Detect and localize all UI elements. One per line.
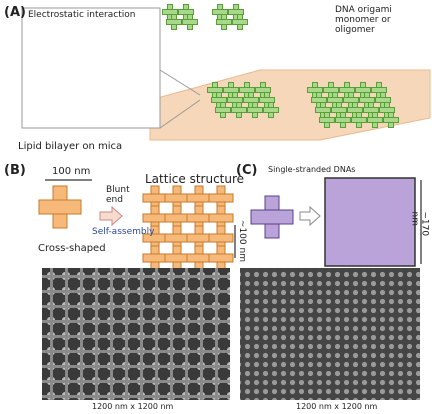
lattice-c [324, 177, 416, 267]
size-label: ~170 nm [409, 211, 430, 237]
lattice-label: Lattice structure [145, 172, 245, 186]
arm [355, 87, 371, 93]
arm [255, 87, 271, 93]
panel-label: (A) [4, 5, 26, 20]
arm [243, 97, 259, 103]
arm [343, 97, 359, 103]
arm [186, 193, 212, 203]
arm [367, 117, 383, 123]
afm-image [240, 268, 420, 400]
arm [207, 87, 223, 93]
panel-label: (B) [4, 163, 26, 178]
shape-label: Cross-shaped [38, 243, 106, 254]
panel-label: (C) [236, 163, 258, 178]
arm [182, 19, 198, 25]
inset [21, 7, 161, 129]
arm [383, 117, 399, 123]
arm [250, 209, 294, 225]
arm [351, 117, 367, 123]
image-caption: 1200 nm x 1200 nm [92, 402, 174, 411]
inset-label: Electrostatic interaction [28, 10, 136, 20]
arm [347, 107, 363, 113]
arm [239, 87, 255, 93]
arm [335, 117, 351, 123]
arm [208, 213, 234, 223]
cross-monomer [38, 185, 82, 229]
arm [231, 107, 247, 113]
arm [228, 9, 244, 15]
arm [307, 87, 323, 93]
arm [263, 107, 279, 113]
arm [164, 193, 190, 203]
arm [331, 107, 347, 113]
inset-line [159, 69, 201, 96]
arm [212, 9, 228, 15]
arm [178, 9, 194, 15]
arm [232, 19, 248, 25]
monomer-label: DNA origami monomer or oligomer [335, 5, 392, 35]
arm [38, 199, 82, 215]
arm [186, 233, 212, 243]
substrate-label: Lipid bilayer on mica [18, 141, 123, 152]
afm-image [42, 268, 230, 400]
inset-line [159, 99, 201, 129]
arm [162, 9, 178, 15]
arm [142, 193, 168, 203]
arm [166, 19, 182, 25]
arm [186, 253, 212, 263]
arm [311, 97, 327, 103]
arm [164, 213, 190, 223]
arm [215, 107, 231, 113]
arm [164, 253, 190, 263]
process-label: Self-assembly [92, 227, 155, 237]
arm [339, 87, 355, 93]
arrow [99, 205, 123, 227]
arm [208, 193, 234, 203]
arm [315, 107, 331, 113]
arm [208, 253, 234, 263]
end-label: Blunt end [106, 185, 130, 205]
arm [323, 87, 339, 93]
arm [223, 87, 239, 93]
arm [259, 97, 275, 103]
arm [216, 19, 232, 25]
arm [164, 233, 190, 243]
arm [227, 97, 243, 103]
origami-tiles [162, 4, 399, 128]
arm [319, 117, 335, 123]
image-caption: 1200 nm x 1200 nm [296, 402, 378, 411]
scale-label: 100 nm [52, 166, 91, 177]
strand-label: Single-stranded DNAs [268, 165, 356, 174]
arm [375, 97, 391, 103]
arm [327, 97, 343, 103]
arm [371, 87, 387, 93]
arm [208, 233, 234, 243]
arm [142, 253, 168, 263]
arm [379, 107, 395, 113]
arrow [299, 205, 321, 227]
arm [186, 213, 212, 223]
arm [363, 107, 379, 113]
arm [359, 97, 375, 103]
arm [211, 97, 227, 103]
arm [142, 213, 168, 223]
size-label: ~100 nm [236, 219, 247, 262]
cross-ssdna [250, 195, 294, 239]
lattice-b [142, 185, 234, 271]
arm [247, 107, 263, 113]
